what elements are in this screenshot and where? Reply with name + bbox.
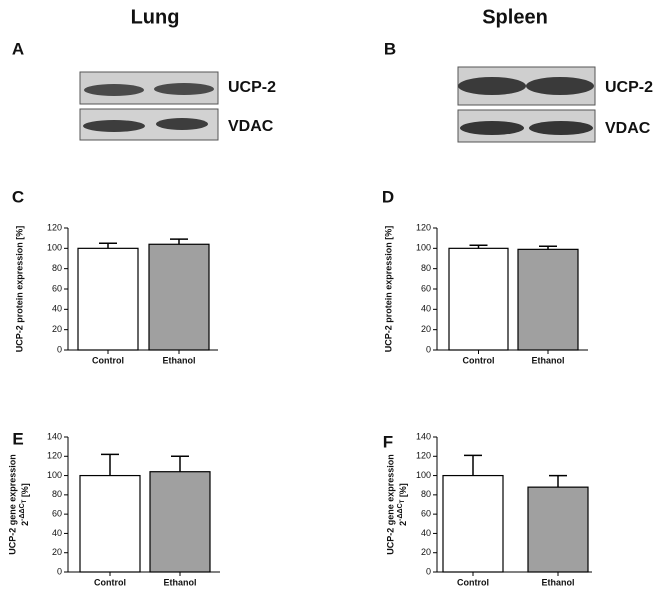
y-tick-label: 60 [52, 509, 62, 519]
bar [148, 243, 210, 351]
blot-label: VDAC [228, 118, 274, 135]
x-tick-label: Ethanol [163, 355, 196, 365]
panel-letter: D [382, 187, 394, 206]
y-axis-label: UCP-2 gene expression [7, 454, 17, 555]
label-part: 2 [20, 521, 30, 526]
label-part: -ΔΔC [397, 503, 404, 520]
y-tick-label: 60 [52, 283, 62, 293]
y-tick-label: 100 [416, 243, 431, 253]
x-tick-label: Control [94, 577, 126, 587]
y-tick-label: 80 [421, 263, 431, 273]
panel-letter: E [12, 429, 23, 448]
y-tick-label: 60 [421, 509, 431, 519]
bar [149, 471, 211, 573]
y-tick-label: 60 [421, 283, 431, 293]
bar [448, 247, 509, 351]
y-tick-label: 20 [421, 324, 431, 334]
x-tick-label: Ethanol [164, 577, 197, 587]
label-part: 2 [398, 521, 408, 526]
blot-label: UCP-2 [228, 79, 276, 96]
y-tick-label: 0 [57, 566, 62, 576]
blot [457, 66, 596, 143]
blot [79, 71, 219, 141]
blot-label: UCP-2 [605, 79, 653, 96]
column-title: Lung [131, 6, 180, 28]
panel-letter: F [383, 432, 393, 451]
y-axis-label: UCP-2 gene expression [385, 454, 395, 555]
column-title: Spleen [482, 6, 548, 28]
y-tick-label: 100 [416, 470, 431, 480]
y-tick-label: 80 [52, 263, 62, 273]
y-tick-label: 80 [421, 489, 431, 499]
y-tick-label: 120 [47, 222, 62, 232]
y-tick-label: 120 [416, 451, 431, 461]
blot-label: VDAC [605, 120, 651, 137]
x-tick-label: Control [457, 577, 489, 587]
y-tick-label: 20 [421, 547, 431, 557]
bar [77, 247, 139, 351]
bar [442, 474, 504, 573]
y-tick-label: 20 [52, 324, 62, 334]
x-tick-label: Control [92, 355, 124, 365]
panel-letter: C [12, 187, 24, 206]
label-part: [%] [20, 483, 30, 500]
x-tick-label: Ethanol [532, 355, 565, 365]
bar [527, 486, 589, 573]
x-tick-label: Ethanol [542, 577, 575, 587]
y-axis-label: UCP-2 protein expression [%] [14, 226, 24, 353]
y-tick-label: 20 [52, 547, 62, 557]
y-tick-label: 0 [426, 566, 431, 576]
y-tick-label: 100 [47, 243, 62, 253]
y-tick-label: 140 [47, 431, 62, 441]
y-tick-label: 80 [52, 489, 62, 499]
y-axis-label: 2-ΔΔCT [%] [397, 483, 409, 526]
y-tick-label: 120 [416, 222, 431, 232]
y-axis-label: UCP-2 protein expression [%] [383, 226, 393, 353]
panel-letter: B [384, 39, 396, 58]
panel-letter: A [12, 39, 24, 58]
y-tick-label: 140 [416, 431, 431, 441]
label-part: -ΔΔC [19, 503, 26, 520]
bar [517, 248, 579, 351]
label-part: T [22, 499, 28, 503]
label-part: [%] [398, 483, 408, 500]
y-tick-label: 40 [421, 304, 431, 314]
label-part: T [400, 499, 406, 503]
bar [79, 474, 141, 573]
y-tick-label: 0 [426, 344, 431, 354]
y-tick-label: 40 [421, 528, 431, 538]
y-tick-label: 120 [47, 451, 62, 461]
y-tick-label: 100 [47, 470, 62, 480]
x-tick-label: Control [463, 355, 495, 365]
y-tick-label: 40 [52, 528, 62, 538]
y-tick-label: 0 [57, 344, 62, 354]
y-axis-label: 2-ΔΔCT [%] [19, 483, 31, 526]
y-tick-label: 40 [52, 304, 62, 314]
